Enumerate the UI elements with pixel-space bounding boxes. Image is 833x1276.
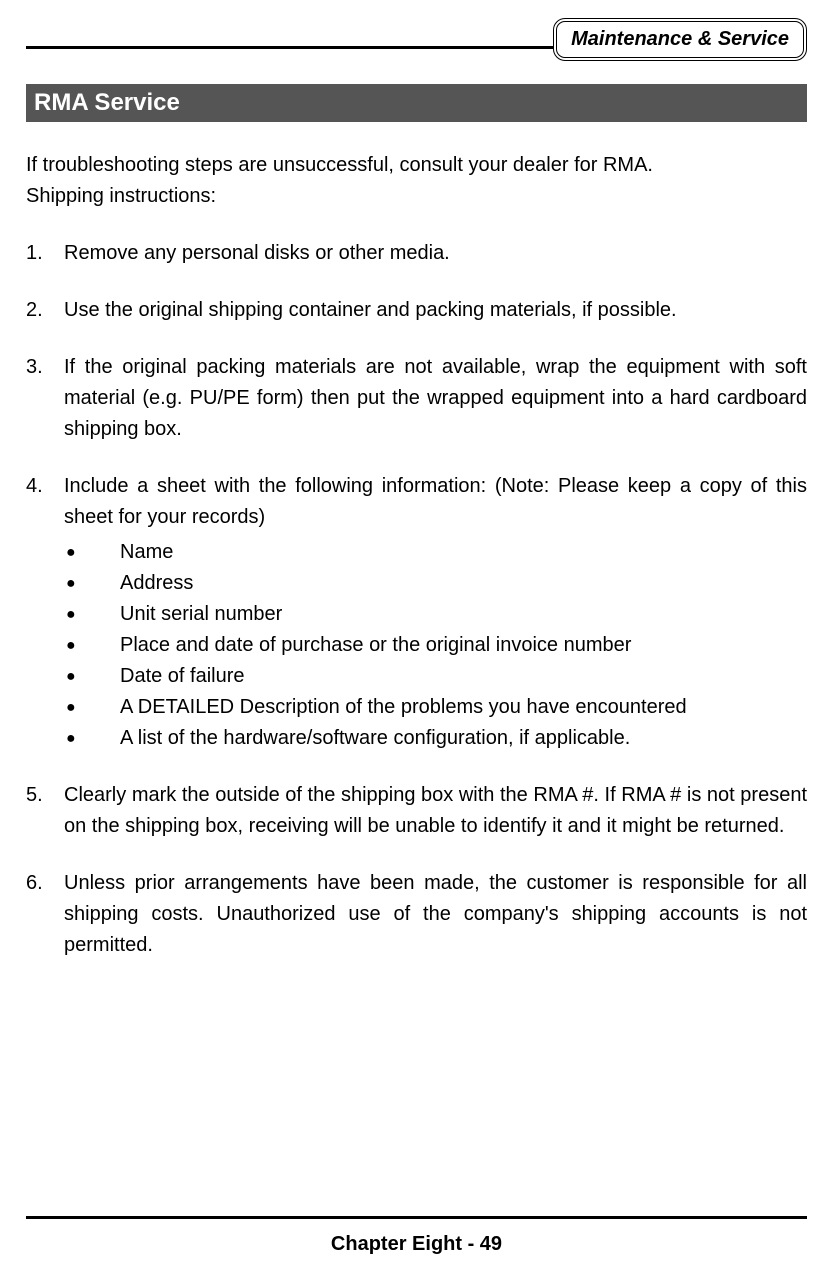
footer-rule	[26, 1216, 807, 1219]
list-item-body: Include a sheet with the following infor…	[64, 471, 807, 754]
bullet-text: Unit serial number	[120, 599, 807, 630]
page-content: If troubleshooting steps are unsuccessfu…	[26, 150, 807, 961]
list-item-text: Include a sheet with the following infor…	[64, 471, 807, 533]
list-item-number: 5.	[26, 780, 64, 842]
bullet-icon: ●	[64, 692, 120, 723]
bullet-text: Place and date of purchase or the origin…	[120, 630, 807, 661]
list-item: 1.Remove any personal disks or other med…	[26, 238, 807, 269]
list-item-body: If the original packing materials are no…	[64, 352, 807, 445]
list-item-text: If the original packing materials are no…	[64, 352, 807, 445]
bullet-item: ●Address	[64, 568, 807, 599]
list-item-number: 4.	[26, 471, 64, 754]
bullet-text: A list of the hardware/software configur…	[120, 723, 807, 754]
list-item-text: Clearly mark the outside of the shipping…	[64, 780, 807, 842]
list-item-body: Unless prior arrangements have been made…	[64, 868, 807, 961]
list-item-body: Use the original shipping container and …	[64, 295, 807, 326]
bullet-text: Date of failure	[120, 661, 807, 692]
bullet-icon: ●	[64, 537, 120, 568]
intro-line-1: If troubleshooting steps are unsuccessfu…	[26, 150, 807, 181]
bullet-list: ●Name●Address●Unit serial number●Place a…	[64, 537, 807, 754]
list-item-text: Use the original shipping container and …	[64, 295, 807, 326]
list-item-number: 1.	[26, 238, 64, 269]
list-item-body: Remove any personal disks or other media…	[64, 238, 807, 269]
bullet-icon: ●	[64, 723, 120, 754]
list-item-text: Unless prior arrangements have been made…	[64, 868, 807, 961]
bullet-item: ●A DETAILED Description of the problems …	[64, 692, 807, 723]
list-item-number: 2.	[26, 295, 64, 326]
list-item: 6.Unless prior arrangements have been ma…	[26, 868, 807, 961]
bullet-icon: ●	[64, 630, 120, 661]
list-item: 4.Include a sheet with the following inf…	[26, 471, 807, 754]
bullet-text: Address	[120, 568, 807, 599]
intro-line-2: Shipping instructions:	[26, 181, 807, 212]
list-item-number: 6.	[26, 868, 64, 961]
header-badge: Maintenance & Service	[553, 18, 807, 61]
list-item-body: Clearly mark the outside of the shipping…	[64, 780, 807, 842]
intro-text: If troubleshooting steps are unsuccessfu…	[26, 150, 807, 212]
bullet-item: ●Date of failure	[64, 661, 807, 692]
list-item: 3.If the original packing materials are …	[26, 352, 807, 445]
list-item-number: 3.	[26, 352, 64, 445]
bullet-icon: ●	[64, 661, 120, 692]
list-item: 5.Clearly mark the outside of the shippi…	[26, 780, 807, 842]
bullet-item: ●Place and date of purchase or the origi…	[64, 630, 807, 661]
page-header: Maintenance & Service	[26, 16, 807, 66]
bullet-text: A DETAILED Description of the problems y…	[120, 692, 807, 723]
bullet-icon: ●	[64, 599, 120, 630]
numbered-list: 1.Remove any personal disks or other med…	[26, 238, 807, 961]
bullet-item: ●A list of the hardware/software configu…	[64, 723, 807, 754]
bullet-icon: ●	[64, 568, 120, 599]
page-footer: Chapter Eight - 49	[26, 1216, 807, 1256]
list-item: 2.Use the original shipping container an…	[26, 295, 807, 326]
footer-text: Chapter Eight - 49	[26, 1233, 807, 1256]
bullet-item: ●Name	[64, 537, 807, 568]
bullet-item: ●Unit serial number	[64, 599, 807, 630]
list-item-text: Remove any personal disks or other media…	[64, 238, 807, 269]
section-title: RMA Service	[26, 84, 807, 122]
bullet-text: Name	[120, 537, 807, 568]
